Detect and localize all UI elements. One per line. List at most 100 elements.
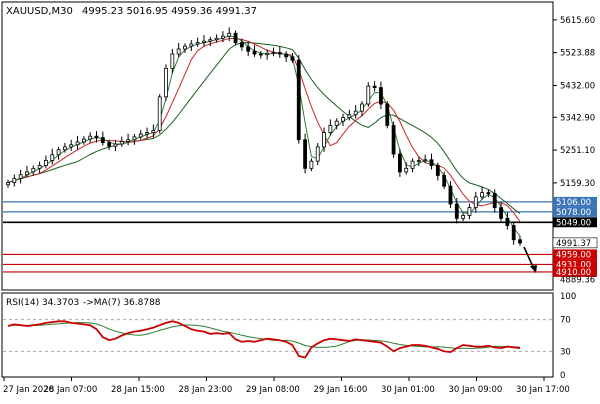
candle-body [221, 35, 225, 39]
level-label: 4991.37 [556, 239, 591, 249]
candle-body [252, 50, 257, 55]
candle-body [37, 165, 42, 169]
candle-body [404, 167, 409, 173]
candle-body [170, 53, 175, 69]
rsi-pane-frame [1, 292, 554, 378]
level-label-box [553, 249, 597, 260]
level-label-box [553, 266, 597, 277]
rsi-layer [3, 319, 553, 359]
candle-body [385, 103, 390, 126]
price-layer [3, 27, 553, 274]
candle-body [100, 137, 105, 144]
forecast-arrow-line [523, 246, 535, 270]
candle-body [486, 192, 491, 195]
rsi-axis-label: 100 [560, 292, 576, 302]
candle-body [6, 182, 10, 186]
x-axis-label: 30 Jan 17:00 [516, 385, 570, 395]
candle-body [410, 160, 415, 169]
candle-body [442, 175, 447, 187]
candle-body [208, 39, 213, 42]
level-label: 4959.00 [556, 250, 591, 260]
candle-body [391, 125, 396, 155]
candle-body [246, 46, 251, 52]
candle-body [360, 103, 364, 112]
price-axis-label: 5342.90 [560, 113, 595, 123]
candle-body [284, 53, 289, 58]
candle-body [435, 165, 440, 176]
candle-body [505, 217, 510, 226]
price-axis-label: 5159.30 [560, 179, 595, 189]
candle-body [309, 160, 314, 169]
candle-body [214, 37, 219, 41]
price-pane-frame [1, 1, 554, 291]
candle-body [145, 132, 149, 135]
candle-body [126, 139, 130, 142]
candle-body [290, 56, 295, 61]
candle-body [239, 42, 244, 48]
candle-body [347, 114, 352, 119]
ma-long-line [7, 42, 521, 214]
candle-body [44, 160, 48, 166]
level-label-box [553, 206, 597, 217]
candle-body [94, 135, 99, 139]
candle-body [492, 192, 497, 209]
chart-header-ohlc: 4995.23 5016.95 4959.36 4991.37 [82, 6, 257, 17]
candle-body [195, 42, 200, 45]
x-axis-label: 30 Jan 01:00 [381, 385, 435, 395]
x-axis-label: 28 Jan 23:00 [179, 385, 233, 395]
price-axis-label: 5523.88 [560, 49, 595, 59]
candle-body [202, 40, 206, 43]
candle-body [189, 43, 194, 47]
level-label: 5049.00 [556, 218, 591, 228]
rsi-header-label: RSI(14) 34.3703 [6, 298, 79, 308]
x-axis-label: 29 Jan 16:00 [314, 385, 368, 395]
candle-body [366, 85, 371, 105]
rsi-line [7, 320, 521, 359]
x-axis-label: 27 Jan 2026 [3, 385, 54, 395]
candle-body [511, 225, 516, 241]
candle-body [132, 136, 137, 141]
candle-body [164, 67, 168, 98]
candle-body [119, 141, 124, 145]
candle-body [423, 159, 428, 162]
candle-body [25, 171, 29, 176]
candle-body [62, 146, 67, 151]
price-axis-label: 5432.00 [560, 81, 595, 91]
candle-body [461, 215, 466, 219]
x-axis-label: 28 Jan 15:00 [111, 385, 165, 395]
ma-fast-line [7, 35, 521, 237]
candle-body [322, 132, 326, 148]
axis-layer: 5615.60 5523.88 5432.00 5342.90 5251.10 5159.… [3, 16, 598, 395]
candle-body [315, 146, 320, 162]
x-axis-label: 29 Jan 08:00 [246, 385, 300, 395]
x-axis-label: 30 Jan 09:00 [449, 385, 503, 395]
candle-body [107, 142, 112, 147]
candle-body [334, 120, 339, 126]
candle-body [31, 167, 36, 173]
candle-body [480, 192, 484, 198]
rsi-axis-label: 0 [560, 371, 565, 381]
candle-body [372, 85, 377, 88]
level-label-box [553, 196, 597, 207]
level-label-box [553, 259, 597, 270]
candle-body [277, 52, 282, 55]
candle-body [176, 48, 181, 55]
level-label-box [552, 237, 598, 249]
candle-body [69, 144, 74, 148]
x-axis-label: 28 Jan 07:00 [44, 385, 98, 395]
candle-body [12, 177, 17, 184]
rsi-axis-label: 30 [560, 347, 571, 357]
candle-body [113, 143, 118, 147]
level-label: 4910.00 [556, 268, 591, 278]
candle-body [18, 174, 23, 179]
rsi-axis-label: 70 [560, 316, 571, 326]
level-label: 4931.00 [556, 260, 591, 270]
candle-body [151, 130, 156, 134]
candle-body [473, 196, 478, 209]
candle-body [448, 185, 453, 205]
forecast-arrow-head [530, 265, 537, 274]
candle-body [303, 139, 307, 169]
candle-body [56, 149, 61, 156]
price-axis-label: 5251.10 [560, 146, 595, 156]
